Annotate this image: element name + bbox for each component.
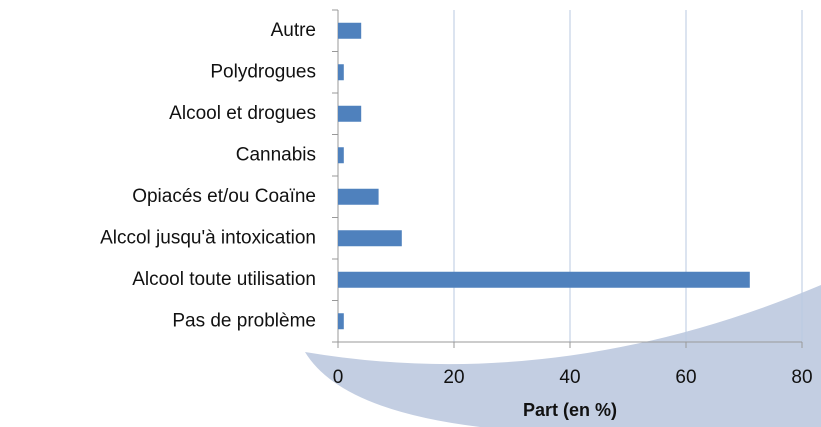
y-tick-label: Polydrogues [210, 61, 316, 82]
bar [338, 313, 344, 330]
y-tick-label: Cannabis [236, 144, 316, 165]
y-tick-label: Opiacés et/ou Coaïne [132, 186, 316, 207]
y-tick-label: Pas de problème [172, 310, 316, 331]
y-tick-label: Autre [271, 20, 316, 41]
bar [338, 188, 379, 205]
bar [338, 271, 750, 288]
y-tick-label: Alccol jusqu'à intoxication [100, 227, 316, 248]
decorative-shape [305, 285, 821, 427]
x-tick-label: 60 [675, 367, 696, 388]
x-tick-label: 40 [559, 367, 580, 388]
bar [338, 64, 344, 81]
y-tick-label: Alcool et drogues [169, 103, 316, 124]
x-axis-label: Part (en %) [523, 400, 617, 420]
x-tick-label: 20 [443, 367, 464, 388]
x-tick-label: 80 [791, 367, 812, 388]
bar [338, 230, 402, 247]
bar [338, 22, 362, 39]
x-tick-label: 0 [333, 367, 344, 388]
bar [338, 147, 344, 164]
y-tick-label: Alcool toute utilisation [132, 269, 316, 290]
bar [338, 105, 362, 122]
